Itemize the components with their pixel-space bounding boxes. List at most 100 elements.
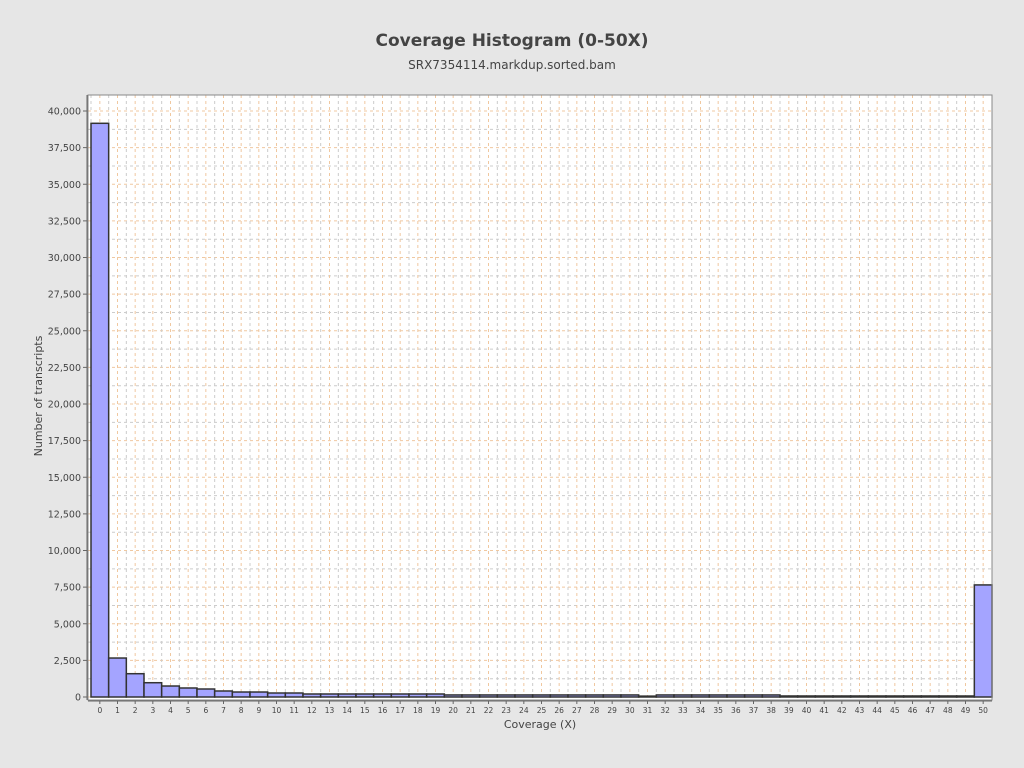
bar-8 [231, 691, 251, 698]
x-tick-label: 1 [115, 706, 120, 715]
x-tick-label: 50 [978, 706, 988, 715]
bar-6 [196, 688, 216, 698]
x-tick-label: 29 [607, 706, 617, 715]
x-tick-label: 37 [749, 706, 759, 715]
bar-0 [90, 122, 110, 698]
x-tick-label: 44 [872, 706, 882, 715]
x-tick-label: 16 [378, 706, 388, 715]
bar-40 [796, 695, 817, 698]
bar-2 [125, 672, 145, 698]
y-tick-label: 17,500 [48, 436, 81, 447]
x-tick-label: 10 [272, 706, 282, 715]
bar-32 [655, 694, 675, 698]
x-tick-label: 19 [431, 706, 441, 715]
y-tick-label: 7,500 [54, 583, 81, 594]
x-tick-label: 43 [855, 706, 865, 715]
x-tick-label: 4 [168, 706, 173, 715]
x-tick-label: 24 [519, 706, 529, 715]
bar-26 [549, 694, 569, 698]
x-tick-label: 48 [943, 706, 953, 715]
y-tick-label: 5,000 [54, 619, 81, 630]
plot-frame [87, 94, 993, 701]
y-tick-label: 0 [75, 693, 81, 704]
bar-5 [178, 687, 198, 698]
y-tick-label: 40,000 [48, 107, 81, 118]
bar-31 [637, 695, 658, 698]
x-tick-label: 32 [660, 706, 670, 715]
bar-20 [443, 694, 463, 698]
y-tick-label: 20,000 [48, 400, 81, 411]
x-tick-label: 5 [186, 706, 191, 715]
bar-21 [461, 694, 481, 698]
bar-15 [355, 693, 375, 698]
x-tick-label: 13 [325, 706, 335, 715]
x-tick-label: 46 [908, 706, 918, 715]
chart-subtitle: SRX7354114.markdup.sorted.bam [408, 58, 616, 72]
x-tick-label: 18 [413, 706, 423, 715]
bar-17 [390, 693, 410, 698]
bar-47 [920, 695, 940, 698]
bar-25 [531, 694, 552, 698]
y-axis-label: Number of transcripts [32, 335, 45, 456]
x-tick-label: 15 [360, 706, 370, 715]
bar-37 [743, 694, 764, 698]
x-tick-label: 27 [572, 706, 582, 715]
y-tick-label: 12,500 [48, 509, 81, 520]
x-tick-label: 7 [221, 706, 226, 715]
chart-title: Coverage Histogram (0-50X) [375, 31, 649, 51]
bar-49 [955, 695, 976, 698]
x-axis-label: Coverage (X) [504, 718, 576, 731]
bar-24 [514, 694, 534, 698]
bar-14 [337, 693, 357, 698]
x-tick-label: 9 [256, 706, 261, 715]
bar-19 [425, 693, 446, 698]
bar-23 [496, 694, 516, 698]
bar-3 [143, 681, 163, 698]
x-tick-label: 47 [925, 706, 935, 715]
bar-34 [690, 694, 711, 698]
bar-38 [761, 694, 781, 698]
x-tick-label: 36 [731, 706, 741, 715]
bar-27 [567, 694, 587, 698]
x-tick-label: 23 [501, 706, 511, 715]
bar-4 [160, 685, 181, 698]
bar-1 [107, 657, 128, 698]
x-tick-label: 28 [590, 706, 600, 715]
bar-7 [213, 690, 234, 698]
x-tick-label: 8 [239, 706, 244, 715]
y-tick-label: 27,500 [48, 290, 81, 301]
x-tick-label: 6 [203, 706, 208, 715]
x-tick-label: 31 [643, 706, 653, 715]
bar-46 [902, 695, 923, 698]
y-tick-label: 30,000 [48, 253, 81, 264]
bar-48 [938, 695, 958, 698]
bar-13 [319, 693, 340, 698]
x-tick-label: 30 [625, 706, 635, 715]
bar-28 [584, 694, 605, 698]
bar-16 [372, 693, 393, 698]
x-tick-label: 22 [484, 706, 494, 715]
bar-22 [478, 694, 499, 698]
bar-30 [620, 694, 640, 698]
x-tick-label: 45 [890, 706, 900, 715]
x-tick-label: 11 [289, 706, 299, 715]
bar-33 [673, 694, 693, 698]
y-tick-label: 32,500 [48, 216, 81, 227]
y-tick-label: 25,000 [48, 326, 81, 337]
bar-12 [302, 693, 322, 698]
bar-39 [779, 695, 799, 698]
bar-10 [266, 692, 287, 698]
x-tick-label: 12 [307, 706, 317, 715]
x-tick-label: 14 [342, 706, 352, 715]
x-tick-label: 3 [150, 706, 155, 715]
bar-35 [708, 694, 728, 698]
bar-45 [885, 695, 905, 698]
x-tick-label: 26 [554, 706, 564, 715]
x-tick-label: 35 [713, 706, 723, 715]
x-tick-label: 41 [819, 706, 829, 715]
bar-50 [973, 584, 993, 698]
x-tick-label: 39 [784, 706, 794, 715]
x-tick-label: 2 [133, 706, 138, 715]
x-tick-label: 38 [766, 706, 776, 715]
